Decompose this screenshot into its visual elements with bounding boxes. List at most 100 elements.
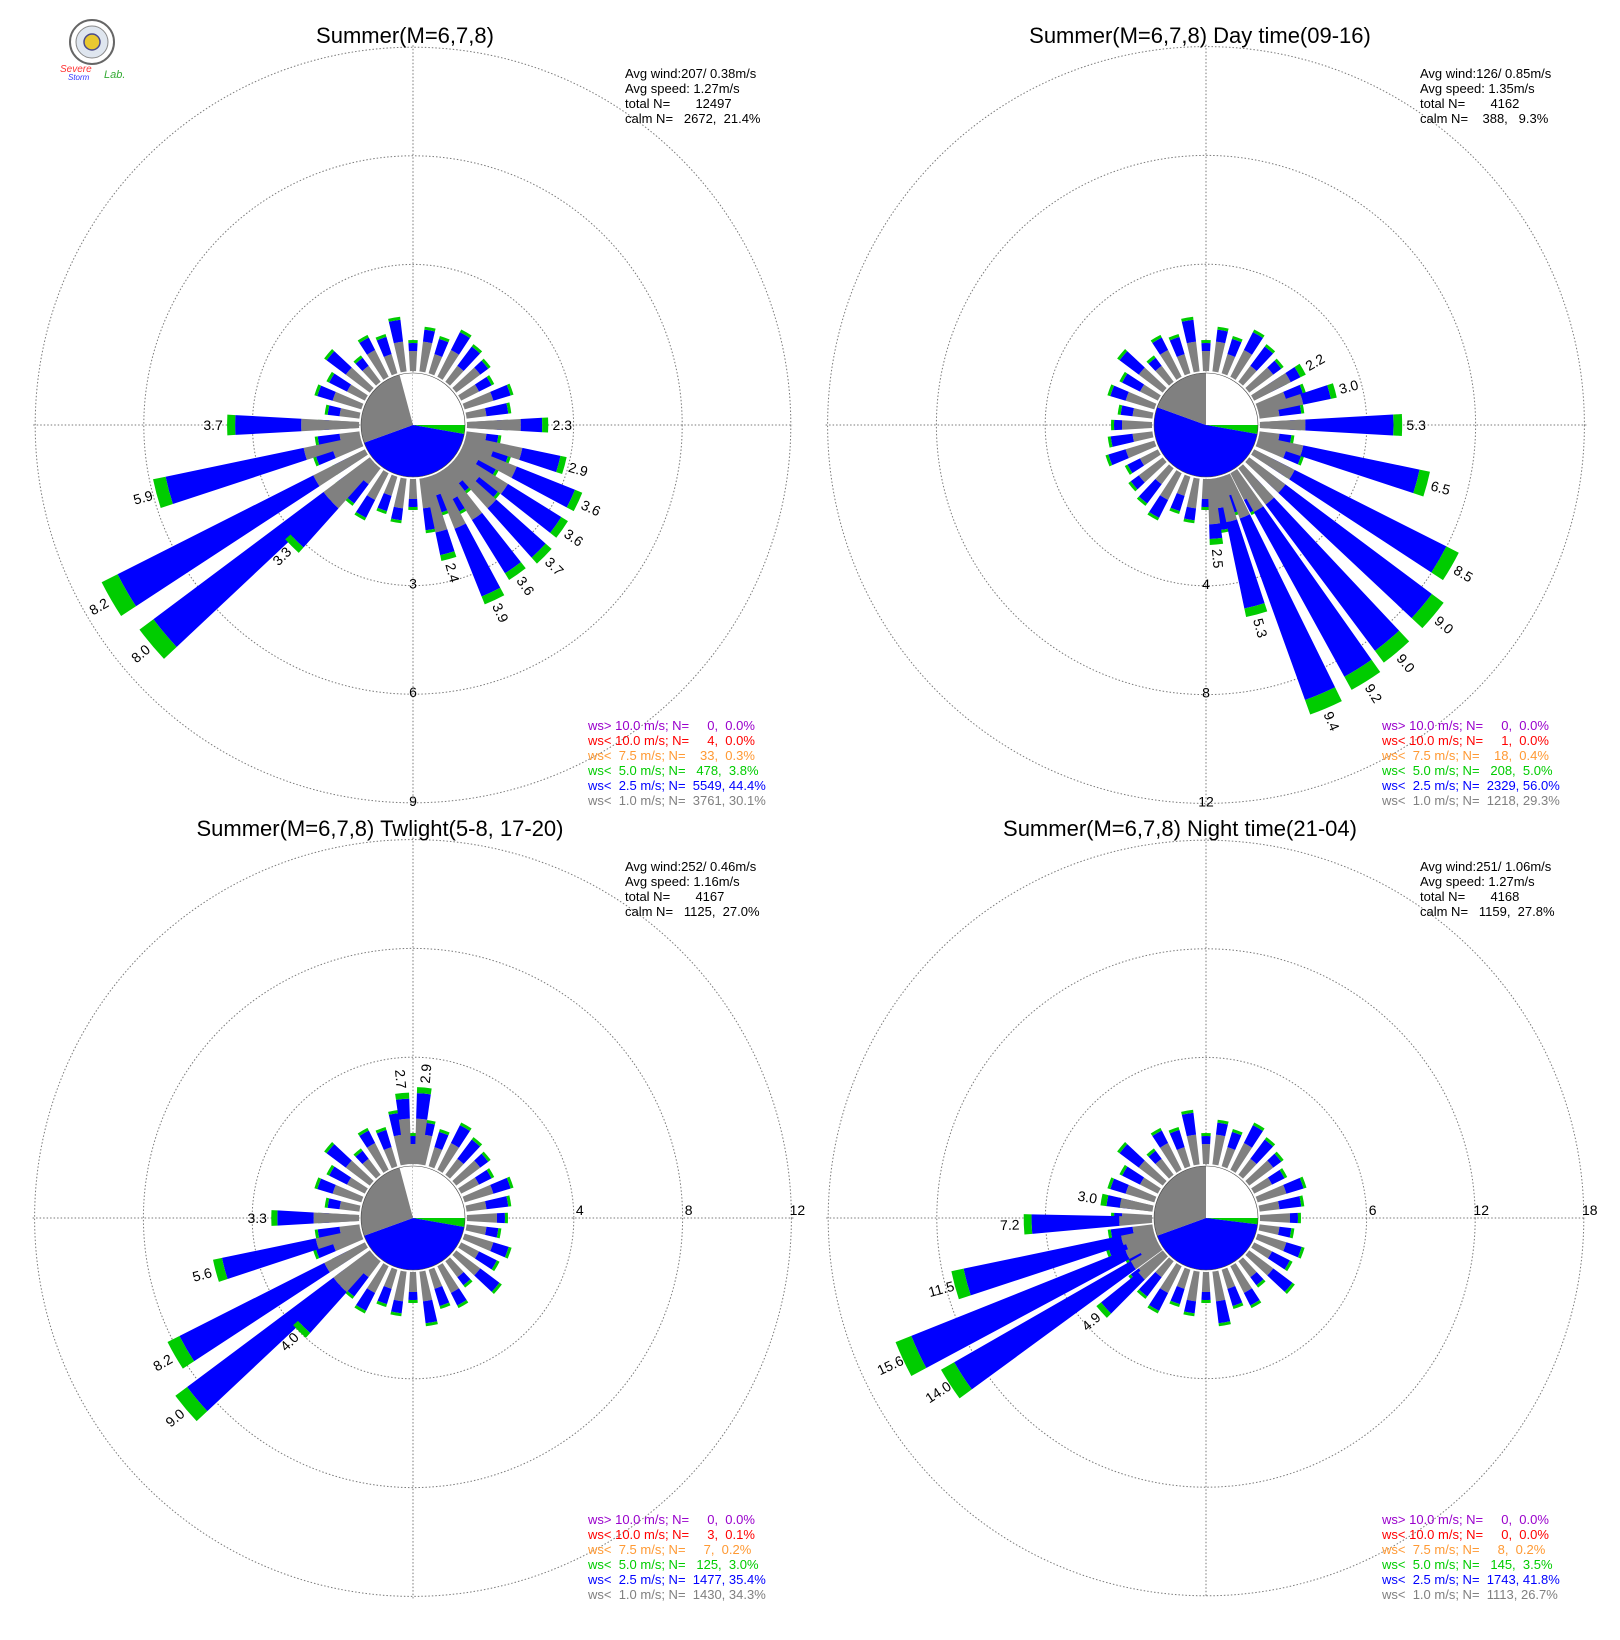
- bar-value-label: 8.5: [1451, 562, 1476, 586]
- bar-value-label: 3.9: [489, 601, 512, 626]
- petal-low: [1289, 1212, 1298, 1224]
- petal-low: [422, 1299, 438, 1324]
- bar-segment-mid: [227, 414, 236, 436]
- bar-value-label: 7.2: [1000, 1217, 1020, 1234]
- calm-pie-sector: [361, 374, 413, 443]
- bar-segment-mid: [1023, 1214, 1033, 1235]
- bar-segment-low: [1300, 445, 1420, 494]
- bar-segment-mid: [481, 587, 505, 605]
- petal-low: [422, 329, 435, 344]
- petal-low: [457, 478, 471, 493]
- calm-pie-sector: [1206, 399, 1258, 425]
- ring-tick-label: 18: [1582, 1202, 1598, 1218]
- petal-calm: [428, 1267, 443, 1289]
- petal-mid: [388, 1109, 401, 1115]
- petal-low: [450, 1125, 470, 1148]
- petal-low: [1114, 419, 1123, 431]
- wind-rose-panel: 4 8 122.7 2.93.35.68.29.04.0Summer(M=6,7,8)…: [32, 816, 805, 1602]
- petal-calm: [1255, 440, 1287, 459]
- logo-text-2: Storm: [68, 73, 90, 82]
- stats-line: Avg speed: 1.27m/s: [625, 81, 740, 96]
- petal-low: [1110, 385, 1129, 401]
- petal-mid: [471, 1137, 483, 1147]
- petal-calm: [367, 1263, 389, 1293]
- ring-tick-label: 4: [576, 1202, 584, 1218]
- petal-low: [1243, 332, 1263, 355]
- bar-segment-calm: [333, 1250, 374, 1287]
- petal-low: [317, 1178, 336, 1194]
- petal-low: [450, 495, 467, 513]
- range-ring: [251, 1056, 575, 1380]
- petal-calm: [383, 1267, 398, 1289]
- petal-mid: [424, 326, 436, 332]
- petal-low: [329, 373, 352, 392]
- petal-low: [1267, 1251, 1290, 1270]
- petal-low: [485, 1226, 499, 1238]
- calm-pie-sector: [1157, 1218, 1258, 1270]
- wind-rose-panel: 3693.75.98.28.03.32.43.93.63.73.63.62.92…: [33, 23, 793, 809]
- petal-mid: [324, 1142, 335, 1154]
- bar-segment-low: [290, 499, 339, 548]
- calm-pie-sector: [361, 1167, 413, 1236]
- ring-tick-label: 12: [1473, 1202, 1489, 1218]
- petal-mid: [390, 1311, 402, 1317]
- petal-low: [1278, 403, 1302, 417]
- petal-calm: [1238, 365, 1257, 386]
- bar-segment-low: [1031, 1214, 1120, 1234]
- petal-mid: [1284, 1260, 1293, 1272]
- petal-low: [327, 405, 341, 417]
- calm-circle: [360, 1165, 466, 1271]
- stats-line: calm N= 388, 9.3%: [1420, 111, 1549, 126]
- petal-calm: [1258, 1201, 1280, 1212]
- petal-mid: [408, 1299, 418, 1303]
- petal-low: [1148, 1150, 1162, 1165]
- petal-calm: [1201, 1144, 1211, 1165]
- petal-low: [359, 337, 376, 355]
- petal-low: [1227, 1286, 1243, 1307]
- petal-calm: [1138, 457, 1167, 483]
- bar-segment-low: [395, 1098, 410, 1120]
- petal-calm: [1230, 1143, 1252, 1173]
- ring-tick-label: 4: [1202, 576, 1210, 592]
- petal-calm: [1155, 1158, 1174, 1179]
- chart-title: Summer(M=6,7,8) Twlight(5-8, 17-20): [196, 816, 563, 841]
- bar-segment-calm: [1251, 373, 1291, 401]
- petal-low: [1215, 329, 1228, 344]
- petal-calm: [1238, 1158, 1257, 1179]
- bar-segment-calm: [1259, 419, 1306, 431]
- petal-low: [377, 1286, 392, 1305]
- legend-entry: ws< 10.0 m/s; N= 4, 0.0%: [587, 733, 755, 748]
- petal-calm: [362, 464, 381, 485]
- petal-calm: [346, 384, 368, 401]
- bar-value-label: 9.2: [1362, 681, 1386, 706]
- legend-entry: ws< 10.0 m/s; N= 0, 0.0%: [1381, 1527, 1549, 1542]
- bar-value-label: 8.2: [86, 595, 111, 619]
- petal-mid: [1252, 329, 1265, 338]
- bar-segment-low: [911, 1250, 1130, 1368]
- petal-mid: [504, 1212, 508, 1224]
- petal-mid: [457, 1300, 469, 1309]
- petal-mid: [1147, 512, 1160, 521]
- petal-calm: [408, 1271, 418, 1292]
- petal-calm: [1186, 341, 1200, 373]
- petal-calm: [362, 365, 381, 386]
- stats-line: Avg wind:252/ 0.46m/s: [625, 859, 757, 874]
- petal-low: [1127, 458, 1145, 474]
- petal-calm: [383, 1147, 398, 1169]
- petal-mid: [1299, 1176, 1307, 1189]
- ring-tick-label: 6: [1369, 1202, 1377, 1218]
- petal-mid: [1107, 1177, 1115, 1190]
- bar-segment-calm: [323, 457, 374, 502]
- bar-segment-calm: [301, 418, 360, 432]
- legend-entry: ws< 5.0 m/s; N= 208, 5.0%: [1381, 763, 1553, 778]
- bar-segment-mid: [504, 562, 526, 580]
- petal-mid: [1217, 326, 1229, 332]
- petal-mid: [481, 358, 491, 369]
- petal-low: [1215, 1299, 1231, 1324]
- bar-value-label: 2.7: [392, 1069, 410, 1090]
- petal-mid: [1119, 371, 1128, 383]
- petal-mid: [496, 1228, 502, 1239]
- bar-value-label: 2.9: [567, 459, 590, 480]
- bar-segment-calm: [1138, 1251, 1168, 1280]
